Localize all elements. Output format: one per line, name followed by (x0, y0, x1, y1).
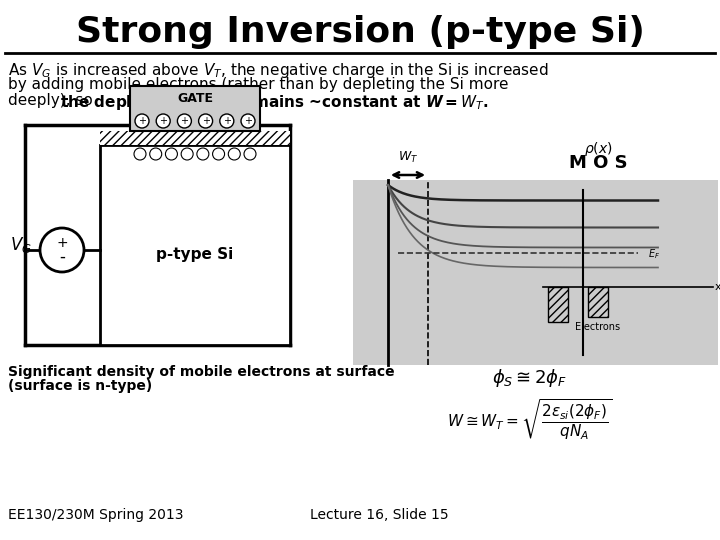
Bar (353, 180, 718, 365)
Text: $\rho(x)$: $\rho(x)$ (584, 140, 612, 158)
Text: As $V_G$ is increased above $V_T$, the negative charge in the Si is increased: As $V_G$ is increased above $V_T$, the n… (8, 61, 549, 80)
Text: deeply), so: deeply), so (8, 93, 98, 108)
Circle shape (166, 148, 177, 160)
Text: +: + (181, 116, 189, 126)
Circle shape (199, 114, 212, 128)
Text: M O S: M O S (569, 154, 627, 172)
Text: GATE: GATE (177, 91, 213, 105)
Text: +: + (202, 116, 210, 126)
Text: +: + (159, 116, 167, 126)
Text: $V_G$: $V_G$ (10, 235, 32, 255)
Bar (130, 86, 260, 131)
Text: $\mathit{E}_F$: $\mathit{E}_F$ (648, 247, 660, 261)
Circle shape (156, 114, 170, 128)
Text: (surface is n-type): (surface is n-type) (8, 379, 152, 393)
Text: the depletion width remains ~constant at $\boldsymbol{W = W_T}$.: the depletion width remains ~constant at… (60, 93, 489, 112)
Text: Lecture 16, Slide 15: Lecture 16, Slide 15 (310, 508, 449, 522)
Circle shape (150, 148, 162, 160)
Circle shape (177, 114, 192, 128)
Circle shape (197, 148, 209, 160)
Text: $W_T$: $W_T$ (398, 150, 418, 165)
Circle shape (220, 114, 234, 128)
Text: EE130/230M Spring 2013: EE130/230M Spring 2013 (8, 508, 184, 522)
Circle shape (181, 148, 193, 160)
Text: by adding mobile electrons (rather than by depleting the Si more: by adding mobile electrons (rather than … (8, 77, 508, 92)
Text: $\phi_S \cong 2\phi_F$: $\phi_S \cong 2\phi_F$ (492, 367, 567, 389)
Circle shape (134, 148, 146, 160)
Text: Significant density of mobile electrons at surface: Significant density of mobile electrons … (8, 365, 395, 379)
Bar (588, 287, 608, 318)
Circle shape (244, 148, 256, 160)
Bar (100, 131, 290, 145)
Circle shape (40, 228, 84, 272)
Text: +: + (138, 116, 146, 126)
Circle shape (135, 114, 149, 128)
Text: +: + (244, 116, 252, 126)
Text: Strong Inversion (p-type Si): Strong Inversion (p-type Si) (76, 15, 644, 49)
Text: x: x (715, 282, 720, 292)
Bar (548, 287, 568, 322)
Text: +: + (222, 116, 231, 126)
Text: Electrons: Electrons (575, 322, 621, 332)
Text: -: - (59, 248, 65, 266)
Circle shape (228, 148, 240, 160)
Circle shape (212, 148, 225, 160)
Bar (100, 145, 290, 345)
Text: p-type Si: p-type Si (156, 247, 233, 262)
Circle shape (241, 114, 255, 128)
Text: +: + (56, 236, 68, 250)
Text: $W \cong W_T = \sqrt{\dfrac{2\varepsilon_{si}(2\phi_F)}{qN_A}}$: $W \cong W_T = \sqrt{\dfrac{2\varepsilon… (447, 398, 613, 442)
